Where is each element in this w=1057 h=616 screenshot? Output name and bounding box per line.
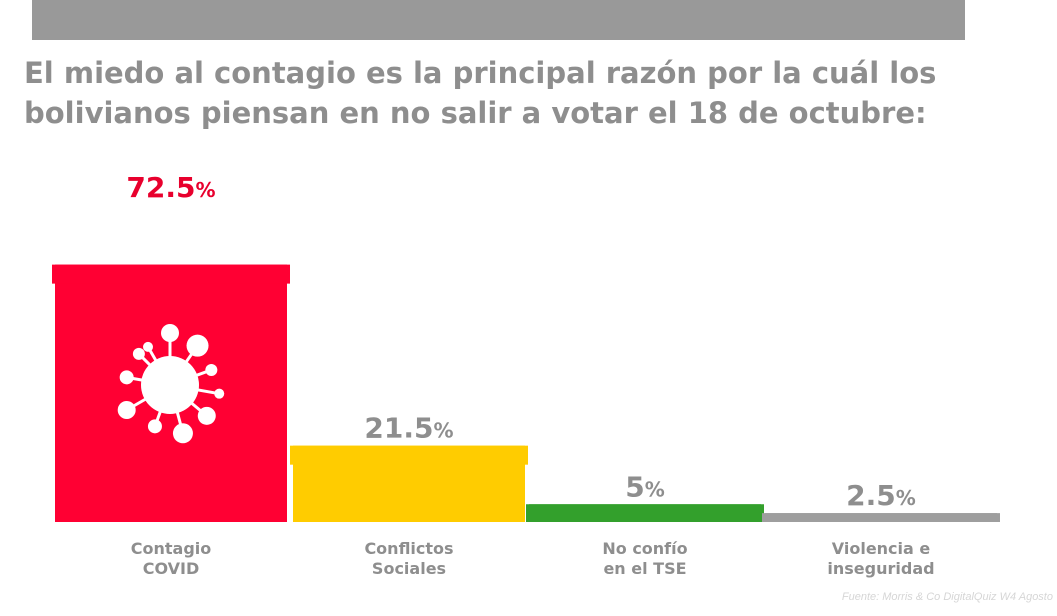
source-note: Fuente: Morris & Co DigitalQuiz W4 Agost…: [841, 591, 1053, 603]
title-line-2: bolivianos piensan en no salir a votar e…: [24, 96, 927, 130]
bar-group-2: 5% No confío en el TSE: [526, 470, 764, 578]
bar-group-3: 2.5% Violencia e inseguridad: [762, 479, 1000, 578]
bar-cap-0: [52, 264, 290, 284]
bar-cap-3: [762, 513, 1000, 522]
title-line-1: El miedo al contagio es la principal raz…: [24, 56, 937, 90]
bar-cap-1: [290, 445, 528, 465]
value-label-3: 2.5%: [846, 479, 916, 512]
bar-cap-2: [526, 504, 764, 522]
bar-group-0: 72.5% Contagio COVID: [52, 171, 290, 578]
value-label-0: 72.5%: [126, 171, 215, 204]
bar-group-1: 21.5% Conflictos Sociales: [290, 412, 528, 578]
top-banner: [32, 0, 965, 40]
category-label-1: Conflictos Sociales: [364, 539, 453, 578]
category-label-3: Violencia e inseguridad: [827, 539, 934, 578]
category-label-0: Contagio COVID: [131, 539, 212, 578]
value-label-2: 5%: [625, 470, 665, 503]
category-label-2: No confío en el TSE: [602, 539, 687, 578]
page-title: El miedo al contagio es la principal raz…: [24, 53, 1024, 133]
virus-icon: [117, 324, 225, 444]
value-label-1: 21.5%: [364, 412, 453, 445]
